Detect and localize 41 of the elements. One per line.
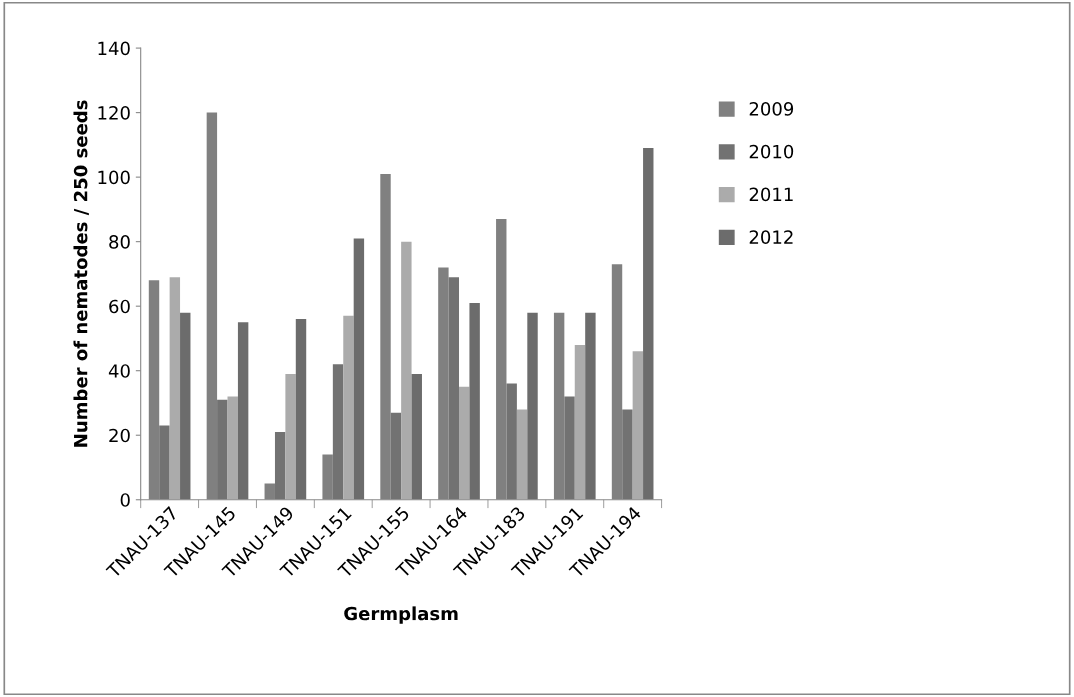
bar (643, 148, 654, 500)
bar (622, 409, 633, 500)
bar (527, 312, 538, 500)
bar (401, 241, 412, 500)
bar (169, 277, 181, 500)
bar (237, 322, 249, 500)
legend-label: 2011 (749, 187, 793, 202)
bar (332, 364, 344, 500)
bar (585, 312, 596, 500)
bar (564, 396, 575, 500)
bar (632, 351, 644, 500)
y-tick-label: 100 (98, 170, 130, 185)
bar (459, 386, 470, 500)
y-tick-label: 20 (109, 428, 130, 443)
bar (469, 302, 480, 500)
y-axis-title: Number of nematodes / 250 seeds (73, 100, 89, 447)
bar (390, 412, 402, 500)
y-tick-label: 60 (109, 299, 130, 314)
bar (227, 396, 238, 500)
bar (217, 399, 228, 500)
bar (295, 319, 307, 500)
legend-label: 2009 (749, 102, 794, 116)
bar (448, 277, 460, 500)
y-tick-label: 120 (98, 106, 130, 120)
bar (343, 315, 354, 500)
bar (274, 432, 286, 500)
y-tick-label: 40 (108, 364, 130, 378)
bar (285, 373, 296, 500)
x-axis-title: Germplasm (344, 606, 458, 624)
bar (180, 312, 191, 500)
bar (516, 409, 528, 500)
bar (506, 383, 517, 500)
bar (574, 344, 586, 500)
bar (411, 373, 422, 500)
y-tick-label: 140 (98, 41, 130, 56)
y-tick-label: 80 (109, 235, 130, 249)
bar (159, 425, 170, 500)
y-tick-label: 0 (120, 493, 130, 507)
bar (353, 238, 365, 500)
legend-label: 2012 (749, 230, 793, 244)
legend-label: 2010 (749, 144, 794, 159)
